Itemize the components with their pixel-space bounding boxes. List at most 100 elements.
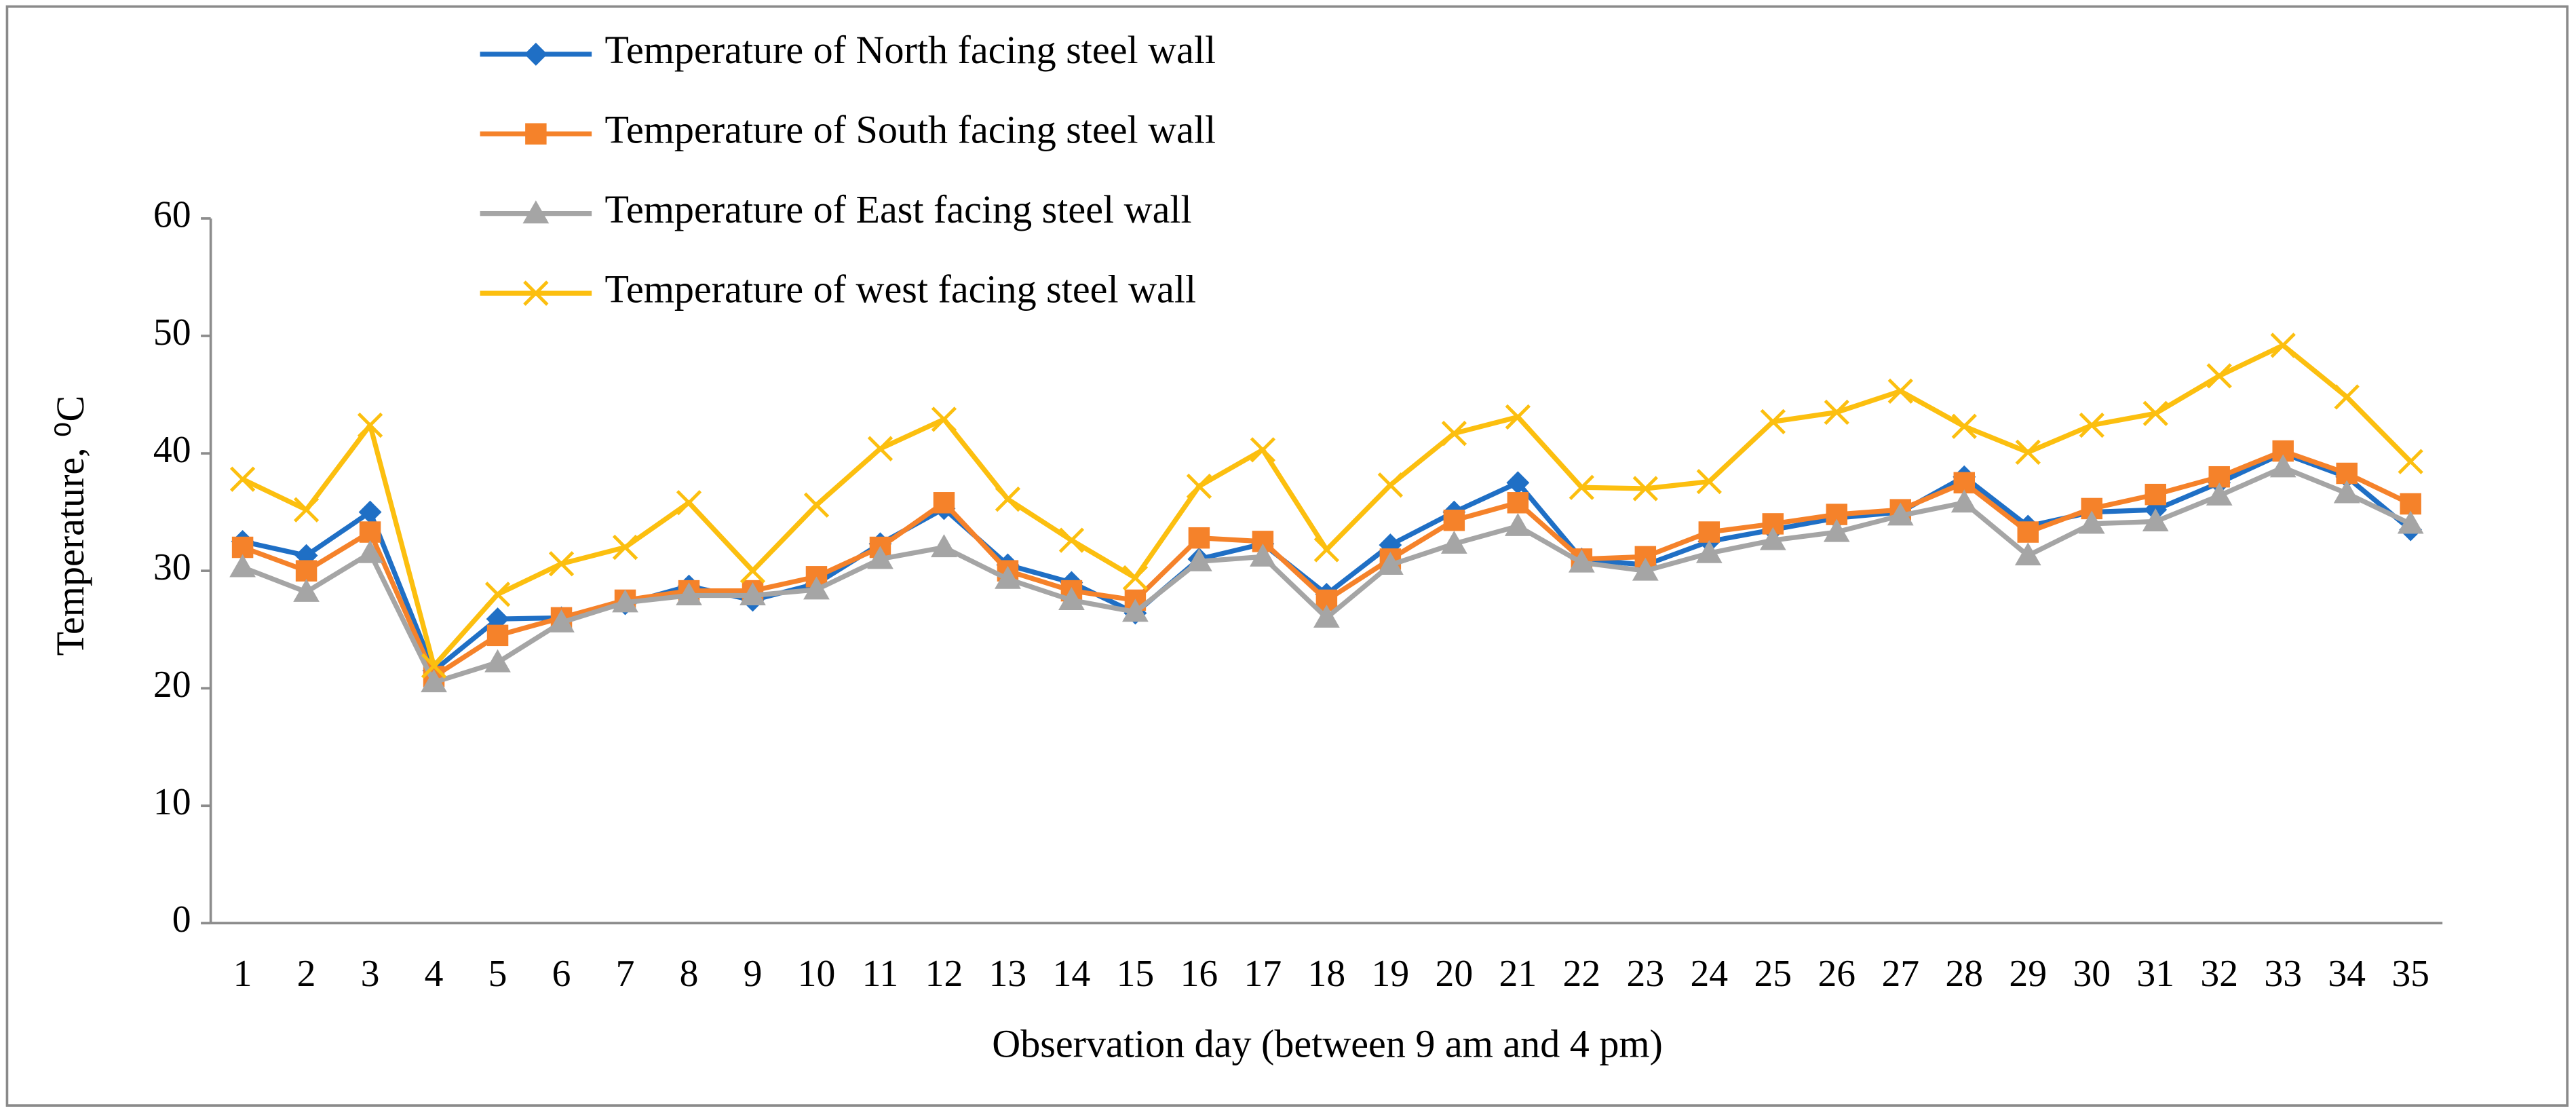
marker: [293, 497, 320, 523]
marker: [931, 406, 957, 432]
marker: [1760, 409, 1786, 435]
marker: [2142, 508, 2169, 531]
marker: [995, 565, 1021, 589]
marker: [676, 582, 702, 606]
x-tick-label: 18: [1308, 953, 1346, 995]
x-tick-label: 2: [297, 953, 316, 995]
marker: [739, 582, 766, 606]
marker: [1504, 513, 1531, 536]
x-tick-label: 19: [1372, 953, 1410, 995]
x-tick-label: 20: [1436, 953, 1474, 995]
marker: [2206, 482, 2233, 506]
y-tick-label: 10: [153, 781, 191, 823]
marker: [486, 624, 509, 647]
marker: [1250, 544, 1276, 567]
marker: [2397, 510, 2424, 534]
marker: [1505, 404, 1531, 430]
marker: [612, 589, 638, 613]
x-tick-label: 21: [1499, 953, 1537, 995]
x-tick-label: 22: [1563, 953, 1601, 995]
marker: [1377, 472, 1404, 498]
marker: [1313, 605, 1340, 628]
marker: [421, 669, 447, 693]
marker: [1058, 587, 1085, 610]
marker: [1440, 530, 1467, 554]
marker: [1122, 565, 1149, 591]
legend-label: Temperature of South facing steel wall: [605, 108, 1216, 152]
marker: [1506, 471, 1530, 495]
marker: [2079, 412, 2104, 438]
x-tick-label: 4: [425, 953, 444, 995]
x-tick-label: 15: [1117, 953, 1155, 995]
marker: [931, 534, 957, 558]
marker: [2269, 454, 2296, 478]
marker: [548, 609, 575, 632]
marker: [484, 649, 511, 673]
marker: [1632, 557, 1659, 581]
x-tick-label: 35: [2391, 953, 2429, 995]
y-tick-label: 20: [153, 664, 191, 706]
x-tick-label: 24: [1690, 953, 1728, 995]
legend-marker: [525, 123, 547, 145]
marker: [357, 539, 383, 563]
marker: [2145, 483, 2166, 506]
marker: [2015, 439, 2041, 466]
x-tick-label: 23: [1626, 953, 1664, 995]
marker: [1313, 537, 1340, 563]
marker: [933, 492, 955, 514]
marker: [2078, 510, 2105, 534]
marker: [2014, 542, 2041, 566]
x-tick-label: 16: [1180, 953, 1218, 995]
marker: [2142, 400, 2168, 426]
x-tick-label: 11: [862, 953, 899, 995]
marker: [1951, 413, 1977, 439]
marker: [359, 521, 381, 543]
x-tick-label: 33: [2264, 953, 2302, 995]
x-tick-label: 14: [1053, 953, 1091, 995]
marker: [484, 582, 511, 607]
marker: [293, 578, 320, 602]
marker: [2017, 521, 2039, 543]
marker: [2333, 480, 2360, 504]
marker: [803, 576, 830, 600]
legend-marker: [522, 200, 550, 224]
chart-frame: [5, 5, 2569, 1107]
x-tick-label: 13: [989, 953, 1027, 995]
marker: [1950, 489, 1978, 513]
x-tick-label: 6: [552, 953, 571, 995]
marker: [867, 436, 893, 461]
marker: [2398, 449, 2423, 474]
marker: [1441, 421, 1467, 447]
legend-marker: [523, 280, 549, 306]
x-tick-label: 28: [1945, 953, 1983, 995]
x-tick-label: 27: [1881, 953, 1919, 995]
y-axis-title: Temperature, ⁰C: [48, 396, 92, 656]
marker: [421, 653, 447, 679]
legend-label: Temperature of East facing steel wall: [605, 187, 1192, 231]
marker: [1186, 473, 1212, 499]
x-tick-label: 3: [361, 953, 380, 995]
marker: [1507, 492, 1529, 514]
series: [229, 333, 2423, 679]
x-tick-label: 7: [616, 953, 635, 995]
marker: [357, 412, 383, 438]
x-tick-label: 10: [798, 953, 836, 995]
marker: [1759, 527, 1786, 550]
marker: [2206, 363, 2232, 389]
x-tick-label: 12: [925, 953, 963, 995]
y-tick-label: 50: [153, 311, 191, 354]
marker: [1824, 399, 1849, 425]
marker: [2334, 384, 2360, 410]
x-tick-label: 34: [2328, 953, 2366, 995]
x-tick-label: 31: [2136, 953, 2174, 995]
x-tick-label: 30: [2073, 953, 2111, 995]
marker: [548, 551, 575, 577]
legend-label: Temperature of west facing steel wall: [605, 267, 1197, 311]
marker: [1696, 468, 1722, 495]
marker: [1377, 552, 1404, 575]
x-tick-label: 5: [488, 953, 507, 995]
marker: [1122, 599, 1149, 622]
marker: [1188, 527, 1210, 549]
